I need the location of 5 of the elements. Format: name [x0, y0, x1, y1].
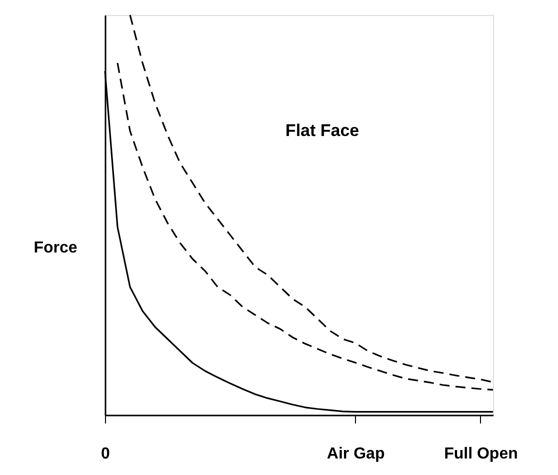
x-tick-label: Full Open: [444, 446, 518, 462]
x-tick-label: 0: [101, 446, 110, 462]
x-tick-label: Air Gap: [326, 446, 385, 462]
annotation: Flat Face: [285, 121, 360, 140]
y-axis-title: Force: [34, 240, 78, 256]
